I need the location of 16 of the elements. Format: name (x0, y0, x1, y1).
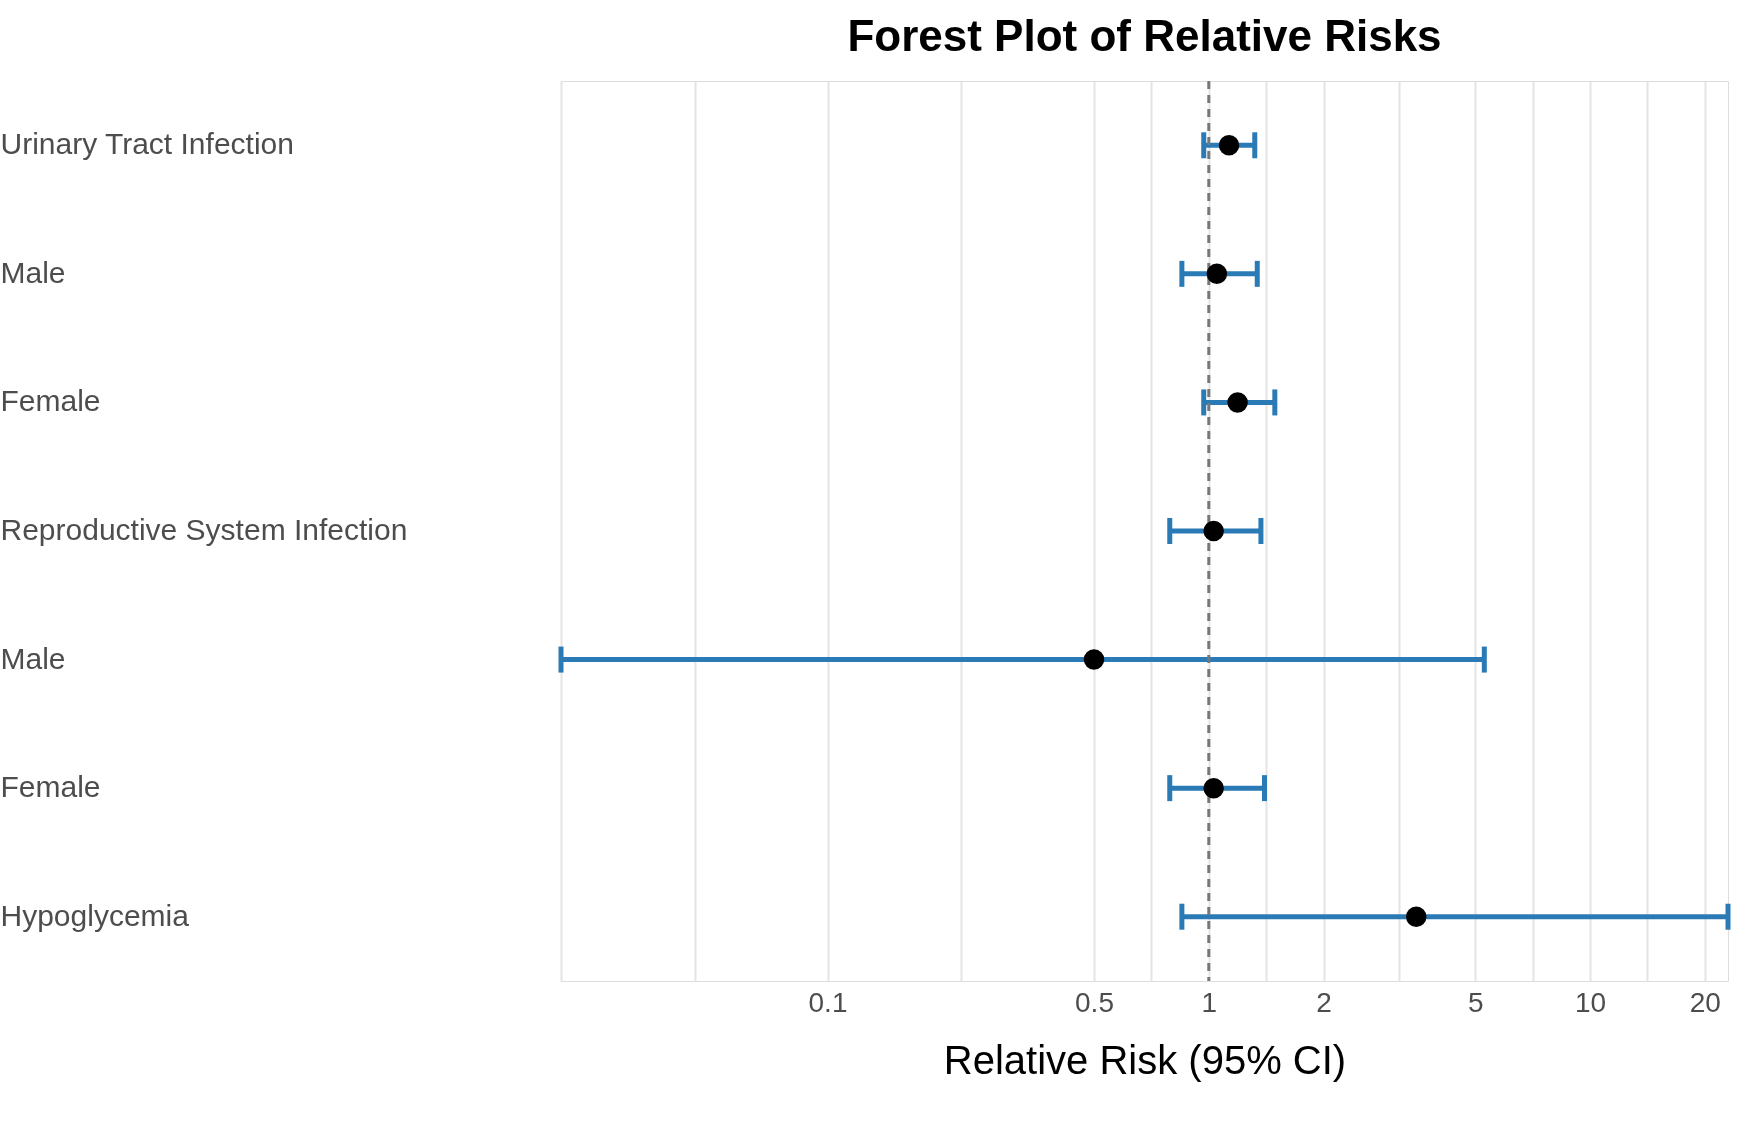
y-tick-label: Female (0, 384, 101, 418)
y-tick-label: Hypoglycemia (0, 898, 190, 932)
x-tick-label: 5 (1468, 986, 1484, 1018)
x-axis-title: Relative Risk (95% CI) (943, 1037, 1347, 1082)
x-tick-label: 0.1 (808, 986, 848, 1018)
x-tick-label: 0.5 (1075, 986, 1114, 1018)
y-tick-label: Reproductive System Infection (0, 513, 408, 546)
x-tick-label: 2 (1316, 986, 1332, 1018)
x-tick-label: 10 (1575, 986, 1607, 1018)
y-tick-label: Female (0, 770, 101, 804)
y-tick-label: Urinary Tract Infection (0, 127, 294, 161)
chart-title: Forest Plot of Relative Risks (847, 10, 1442, 60)
y-tick-label: Male (0, 255, 66, 289)
x-tick-label: 20 (1689, 986, 1721, 1018)
y-tick-label: Male (0, 641, 66, 675)
x-tick-label: 1 (1201, 986, 1218, 1018)
